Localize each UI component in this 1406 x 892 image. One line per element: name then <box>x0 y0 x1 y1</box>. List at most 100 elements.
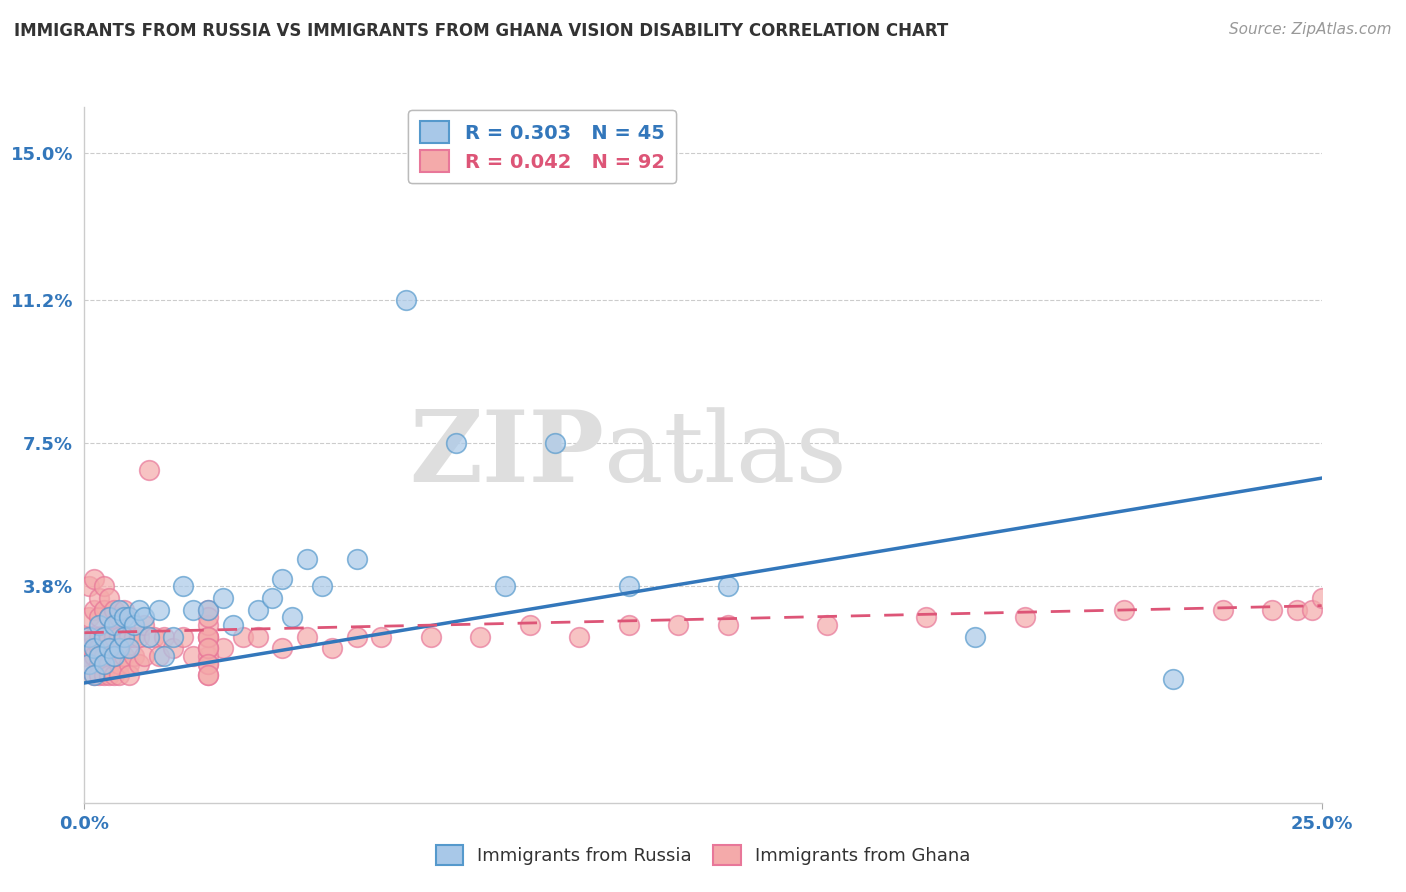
Point <box>108 610 131 624</box>
Point <box>617 579 640 593</box>
Point <box>717 579 740 593</box>
Point <box>112 610 135 624</box>
Point <box>89 641 111 656</box>
Point <box>212 641 235 656</box>
Point <box>148 602 170 616</box>
Point <box>79 579 101 593</box>
Point <box>98 610 121 624</box>
Point <box>152 648 174 663</box>
Point <box>79 657 101 671</box>
Point <box>162 641 184 656</box>
Point <box>197 630 219 644</box>
Point <box>118 630 141 644</box>
Point <box>1161 672 1184 686</box>
Point <box>103 618 125 632</box>
Point <box>444 436 467 450</box>
Point <box>197 618 219 632</box>
Point <box>103 648 125 663</box>
Point <box>1301 602 1323 616</box>
Point <box>1112 602 1135 616</box>
Point <box>132 610 155 624</box>
Point <box>132 618 155 632</box>
Point <box>93 630 115 644</box>
Legend: R = 0.303   N = 45, R = 0.042   N = 92: R = 0.303 N = 45, R = 0.042 N = 92 <box>408 110 676 183</box>
Point <box>128 657 150 671</box>
Point <box>128 630 150 644</box>
Point <box>73 630 96 644</box>
Point <box>197 602 219 616</box>
Point <box>98 641 121 656</box>
Point <box>197 648 219 663</box>
Point <box>118 668 141 682</box>
Point <box>181 602 204 616</box>
Point <box>142 630 165 644</box>
Point <box>83 668 105 682</box>
Point <box>197 641 219 656</box>
Point <box>346 630 368 644</box>
Point <box>346 552 368 566</box>
Point <box>79 641 101 656</box>
Point <box>98 591 121 605</box>
Text: Source: ZipAtlas.com: Source: ZipAtlas.com <box>1229 22 1392 37</box>
Point <box>103 668 125 682</box>
Point <box>108 641 131 656</box>
Point <box>246 630 269 644</box>
Point <box>89 610 111 624</box>
Point <box>118 657 141 671</box>
Point <box>1014 610 1036 624</box>
Point <box>543 436 565 450</box>
Point <box>118 610 141 624</box>
Point <box>419 630 441 644</box>
Point <box>1310 591 1333 605</box>
Point <box>132 648 155 663</box>
Point <box>295 552 318 566</box>
Point <box>89 668 111 682</box>
Point <box>122 630 145 644</box>
Point <box>118 641 141 656</box>
Point <box>212 591 235 605</box>
Point <box>1261 602 1284 616</box>
Point <box>112 648 135 663</box>
Point <box>122 618 145 632</box>
Point <box>83 648 105 663</box>
Point <box>89 630 111 644</box>
Point <box>197 657 219 671</box>
Point <box>197 602 219 616</box>
Point <box>93 657 115 671</box>
Point <box>271 572 294 586</box>
Point <box>262 591 284 605</box>
Point <box>103 602 125 616</box>
Point <box>395 293 418 308</box>
Text: atlas: atlas <box>605 407 846 503</box>
Point <box>222 618 245 632</box>
Point <box>108 602 131 616</box>
Point <box>197 610 219 624</box>
Point <box>79 630 101 644</box>
Point <box>83 641 105 656</box>
Point <box>321 641 343 656</box>
Point <box>122 648 145 663</box>
Point <box>617 618 640 632</box>
Point <box>162 630 184 644</box>
Point <box>666 618 689 632</box>
Point <box>246 602 269 616</box>
Point <box>93 602 115 616</box>
Point <box>112 630 135 644</box>
Point <box>89 657 111 671</box>
Text: ZIP: ZIP <box>409 407 605 503</box>
Point <box>79 610 101 624</box>
Point <box>98 641 121 656</box>
Point <box>108 630 131 644</box>
Point <box>93 648 115 663</box>
Point <box>98 610 121 624</box>
Point <box>103 630 125 644</box>
Point <box>148 648 170 663</box>
Point <box>197 668 219 682</box>
Point <box>197 630 219 644</box>
Legend: Immigrants from Russia, Immigrants from Ghana: Immigrants from Russia, Immigrants from … <box>426 836 980 874</box>
Point <box>281 610 304 624</box>
Point <box>271 641 294 656</box>
Point <box>73 648 96 663</box>
Point <box>98 657 121 671</box>
Point <box>519 618 541 632</box>
